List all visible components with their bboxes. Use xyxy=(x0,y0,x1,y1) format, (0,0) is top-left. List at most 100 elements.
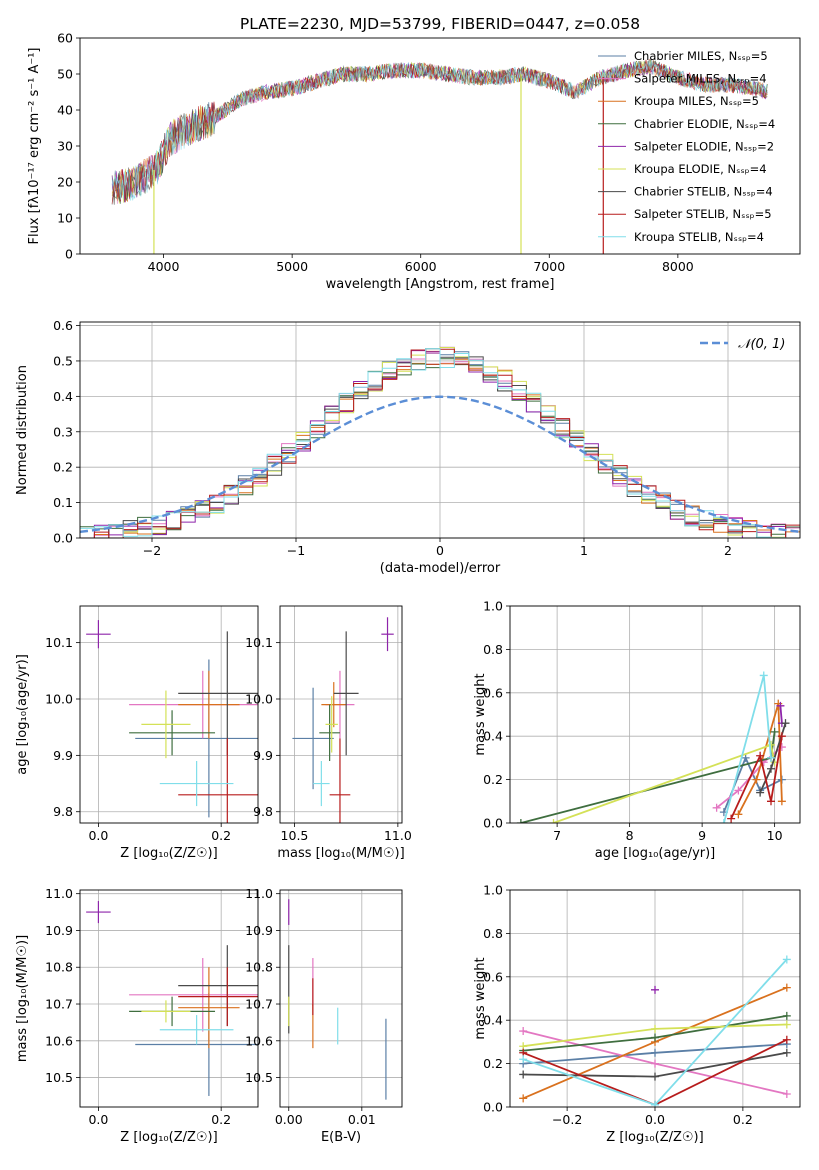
y-axis-label: Flux [fλ10⁻¹⁷ erg cm⁻² s⁻¹ A⁻¹] xyxy=(27,48,42,245)
panel-massweight_vs_age: 7 8 9 10 0.0 0.2 0.4 0.6 0.8 1.0 age [log₁₀(age/yr… xyxy=(473,599,801,861)
y-tick-label: 10.5 xyxy=(245,1070,273,1085)
series-marker xyxy=(777,797,786,806)
legend-entry: Kroupa MILES, Nₛₛₚ=5 xyxy=(634,94,759,108)
axes-frame xyxy=(279,605,403,824)
x-tick-label: 0.0 xyxy=(645,1112,665,1127)
series-marker xyxy=(756,788,765,797)
series-marker xyxy=(651,1048,659,1057)
legend: Chabrier MILES, Nₛₛₚ=5 Salpeter MILES, Nₛ… xyxy=(598,49,775,244)
y-tick-label: 0.2 xyxy=(53,460,73,475)
x-tick-label: 0.2 xyxy=(211,828,231,843)
y-tick-label: 10.9 xyxy=(45,923,73,938)
y-tick-label: 0.6 xyxy=(53,318,73,333)
series-marker xyxy=(752,775,761,784)
series-marker xyxy=(651,985,659,994)
x-tick-label: 6000 xyxy=(405,259,437,274)
errorbar-point xyxy=(178,967,258,1027)
x-tick-label: −1 xyxy=(287,543,305,558)
series-marker xyxy=(770,727,779,736)
panel-spectrum: 4000 5000 6000 7000 8000 0 10 20 30 40 50 60 wavelen… xyxy=(27,31,801,292)
errorbar-point xyxy=(319,704,340,761)
series-marker xyxy=(549,819,558,823)
y-tick-label: 9.8 xyxy=(253,804,273,819)
errorbar-point xyxy=(313,761,330,807)
series-kroupa-miles xyxy=(519,983,791,1103)
y-tick-label: 50 xyxy=(57,67,73,82)
errorbar-point xyxy=(329,738,351,823)
panel-mass_vs_EBV: 0.00 0.01 10.5 10.6 10.7 10.8 10.9 11.0 E(B-V) xyxy=(245,886,403,1145)
y-tick-label: 10 xyxy=(57,211,73,226)
series-kroupa-elodie xyxy=(519,1020,791,1051)
series-marker xyxy=(734,786,743,795)
y-tick-label: 1.0 xyxy=(483,599,503,614)
series-marker xyxy=(741,753,750,762)
series-kroupa-stelib xyxy=(719,671,775,823)
y-tick-label: 11.0 xyxy=(45,886,73,901)
legend-entry: Chabrier MILES, Nₛₛₚ=5 xyxy=(634,49,768,63)
x-tick-label: 11.0 xyxy=(384,828,412,843)
x-axis-label: wavelength [Angstrom, rest frame] xyxy=(326,277,555,292)
y-tick-label: 9.8 xyxy=(53,804,73,819)
legend-entry: 𝒩(0, 1) xyxy=(738,337,785,352)
y-tick-label: 11.0 xyxy=(245,886,273,901)
errorbar-point xyxy=(129,958,258,1032)
x-tick-label: 0.00 xyxy=(275,1112,303,1127)
normal-curve xyxy=(80,395,800,533)
y-tick-label: 10.7 xyxy=(45,997,73,1012)
series-marker xyxy=(756,751,765,760)
x-tick-label: 7000 xyxy=(533,259,565,274)
x-tick-label: 10.5 xyxy=(281,828,309,843)
y-tick-label: 10.9 xyxy=(245,923,273,938)
y-tick-label: 0.1 xyxy=(53,495,73,510)
series-lines xyxy=(516,671,790,823)
errorbar-point xyxy=(325,696,338,753)
series-marker xyxy=(734,810,743,819)
series-marker xyxy=(651,1100,659,1107)
legend-entry: Kroupa ELODIE, Nₛₛₚ=4 xyxy=(634,162,767,176)
y-tick-label: 9.9 xyxy=(53,748,73,763)
series-marker xyxy=(767,797,775,806)
y-tick-label: 10.8 xyxy=(45,960,73,975)
series-kroupa-miles xyxy=(734,699,786,819)
errorbar-point xyxy=(178,738,258,823)
x-tick-label: 8000 xyxy=(662,259,694,274)
x-tick-label: 7 xyxy=(553,828,561,843)
y-tick-label: 9.9 xyxy=(253,748,273,763)
panel-mass_vs_Z: 0.0 0.2 10.5 10.6 10.7 10.8 10.9 11.0 Z [log₁₀(Z… xyxy=(15,886,259,1145)
x-axis-label: Z [log₁₀(Z/Z☉)] xyxy=(120,846,217,861)
legend-entry: Kroupa STELIB, Nₛₛₚ=4 xyxy=(634,230,764,244)
x-tick-label: 0.2 xyxy=(733,1112,753,1127)
legend-entry: Chabrier STELIB, Nₛₛₚ=4 xyxy=(634,185,773,199)
y-axis-label: mass weight xyxy=(473,957,488,1039)
y-tick-label: 10.8 xyxy=(245,960,273,975)
errorbar-points xyxy=(86,620,258,823)
x-axis-label: Z [log₁₀(Z/Z☉)] xyxy=(120,1130,217,1145)
errorbar-point xyxy=(159,1015,234,1045)
series-marker xyxy=(782,1011,791,1020)
x-tick-label: −0.2 xyxy=(552,1112,582,1127)
y-tick-label: 10.6 xyxy=(45,1033,73,1048)
series-marker xyxy=(782,1035,791,1044)
series-marker xyxy=(782,955,791,964)
series-marker xyxy=(782,1089,791,1098)
x-axis-label: (data-model)/error xyxy=(380,561,501,576)
x-tick-label: 1 xyxy=(580,543,588,558)
x-tick-label: 5000 xyxy=(276,259,308,274)
axes-frame xyxy=(509,889,801,1108)
errorbar-point xyxy=(178,670,240,739)
legend-entry: Salpeter MILES, Nₛₛₚ=4 xyxy=(634,72,767,86)
series-marker xyxy=(712,803,721,812)
histogram-step xyxy=(80,348,800,538)
legend-entry: Salpeter ELODIE, Nₛₛₚ=2 xyxy=(634,139,774,153)
y-tick-label: 10.0 xyxy=(245,692,273,707)
panel-age_vs_Z: 0.0 0.2 9.8 9.9 10.0 10.1 Z [log₁₀(Z/Z☉)] age [… xyxy=(15,605,259,861)
x-tick-label: 8 xyxy=(626,828,634,843)
legend-entry: Chabrier ELODIE, Nₛₛₚ=4 xyxy=(634,117,775,131)
series-salpeter-elodie xyxy=(651,985,659,994)
y-axis-label: age [log₁₀(age/yr)] xyxy=(15,654,30,775)
y-tick-label: 0.4 xyxy=(483,729,503,744)
errorbar-point xyxy=(178,967,240,1049)
series-line xyxy=(737,703,783,815)
y-axis-label: mass weight xyxy=(473,673,488,755)
series-marker xyxy=(519,1094,528,1103)
